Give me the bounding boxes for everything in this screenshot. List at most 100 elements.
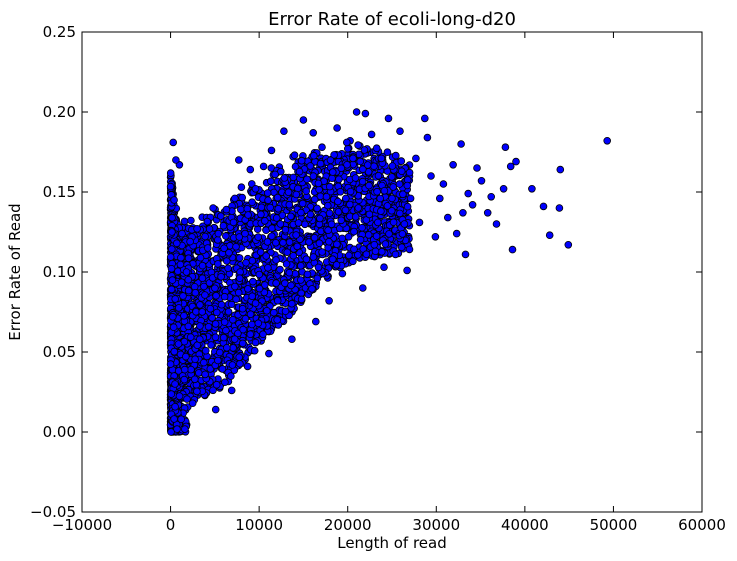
scatter-point bbox=[301, 220, 309, 229]
scatter-point bbox=[322, 193, 331, 201]
scatter-point bbox=[370, 162, 378, 171]
scatter-point bbox=[431, 233, 440, 241]
scatter-point bbox=[281, 307, 290, 316]
scatter-point bbox=[292, 231, 300, 239]
scatter-point bbox=[310, 195, 319, 204]
scatter-point bbox=[170, 196, 178, 204]
scatter-point bbox=[166, 169, 175, 177]
scatter-point bbox=[296, 276, 305, 284]
scatter-point bbox=[280, 174, 289, 182]
scatter-point bbox=[341, 194, 350, 203]
scatter-point bbox=[395, 209, 404, 218]
scatter-point bbox=[182, 352, 190, 361]
scatter-point bbox=[219, 333, 228, 342]
chart-title: Error Rate of ecoli-long-d20 bbox=[268, 9, 516, 30]
scatter-point bbox=[325, 237, 333, 246]
scatter-point bbox=[196, 335, 204, 344]
scatter-point bbox=[389, 218, 398, 227]
scatter-point bbox=[262, 306, 271, 315]
scatter-point bbox=[204, 244, 212, 252]
scatter-point bbox=[325, 182, 334, 191]
scatter-point bbox=[193, 225, 201, 233]
scatter-point bbox=[356, 157, 365, 166]
scatter-point bbox=[212, 380, 221, 389]
scatter-point bbox=[213, 308, 221, 317]
scatter-point bbox=[328, 255, 337, 264]
scatter-point bbox=[354, 204, 363, 212]
scatter-point bbox=[388, 162, 397, 170]
scatter-point bbox=[177, 415, 186, 424]
scatter-point bbox=[172, 156, 180, 164]
scatter-point bbox=[287, 281, 295, 290]
scatter-point bbox=[183, 395, 191, 403]
scatter-point bbox=[311, 317, 320, 326]
scatter-point bbox=[170, 415, 178, 423]
scatter-point bbox=[256, 248, 265, 256]
scatter-point bbox=[297, 208, 305, 217]
scatter-point bbox=[325, 296, 333, 305]
scatter-point bbox=[362, 250, 371, 259]
scatter-point bbox=[371, 247, 380, 256]
scatter-point bbox=[333, 240, 341, 249]
scatter-point bbox=[295, 167, 304, 176]
scatter-point bbox=[403, 266, 411, 275]
scatter-point bbox=[391, 151, 400, 160]
scatter-point bbox=[173, 425, 181, 433]
scatter-point bbox=[237, 183, 246, 192]
scatter-point bbox=[508, 245, 517, 254]
scatter-point bbox=[167, 390, 176, 398]
scatter-point bbox=[415, 218, 424, 227]
scatter-point bbox=[260, 281, 269, 289]
scatter-point bbox=[285, 238, 294, 246]
scatter-point bbox=[248, 180, 256, 188]
scatter-point bbox=[376, 194, 385, 203]
scatter-point bbox=[338, 269, 347, 278]
scatter-point bbox=[285, 268, 294, 277]
scatter-point bbox=[292, 190, 301, 199]
scatter-point bbox=[184, 322, 193, 331]
scatter-point bbox=[345, 200, 354, 209]
scatter-point bbox=[222, 205, 231, 214]
scatter-point bbox=[222, 326, 230, 335]
scatter-point bbox=[254, 319, 263, 328]
scatter-point bbox=[263, 238, 272, 246]
scatter-point bbox=[184, 254, 193, 263]
y-tick-label: 0.00 bbox=[43, 423, 76, 441]
scatter-point bbox=[241, 314, 250, 323]
scatter-point bbox=[200, 282, 208, 291]
scatter-point bbox=[211, 320, 220, 328]
scatter-point bbox=[282, 260, 291, 268]
scatter-point bbox=[166, 253, 175, 261]
scatter-point bbox=[209, 386, 217, 395]
scatter-point bbox=[459, 209, 467, 217]
x-axis: −10000 0 10000 20000 30000 40000 50000 60000 bbox=[52, 32, 726, 534]
scatter-point bbox=[171, 402, 179, 411]
scatter-point bbox=[225, 249, 233, 257]
scatter-point bbox=[229, 218, 238, 227]
scatter-point bbox=[391, 250, 400, 259]
scatter-point bbox=[267, 146, 276, 155]
scatter-point bbox=[259, 162, 268, 171]
scatter-point bbox=[370, 241, 379, 249]
scatter-point bbox=[168, 214, 176, 222]
scatter-point bbox=[335, 175, 343, 184]
scatter-point bbox=[334, 197, 342, 206]
scatter-point bbox=[177, 278, 186, 287]
scatter-point bbox=[205, 225, 214, 233]
scatter-point bbox=[249, 277, 257, 286]
scatter-point bbox=[365, 210, 374, 219]
scatter-point bbox=[333, 124, 341, 132]
scatter-point bbox=[310, 234, 319, 242]
scatter-point bbox=[255, 284, 264, 293]
scatter-point bbox=[238, 339, 247, 348]
scatter-point bbox=[373, 187, 381, 196]
scatter-point bbox=[506, 162, 515, 171]
scatter-point bbox=[180, 375, 189, 384]
scatter-point bbox=[388, 194, 396, 203]
scatter-point bbox=[177, 253, 185, 262]
scatter-point bbox=[325, 209, 334, 218]
scatter-point bbox=[383, 148, 392, 157]
scatter-point bbox=[297, 295, 306, 304]
scatter-point bbox=[501, 143, 510, 152]
